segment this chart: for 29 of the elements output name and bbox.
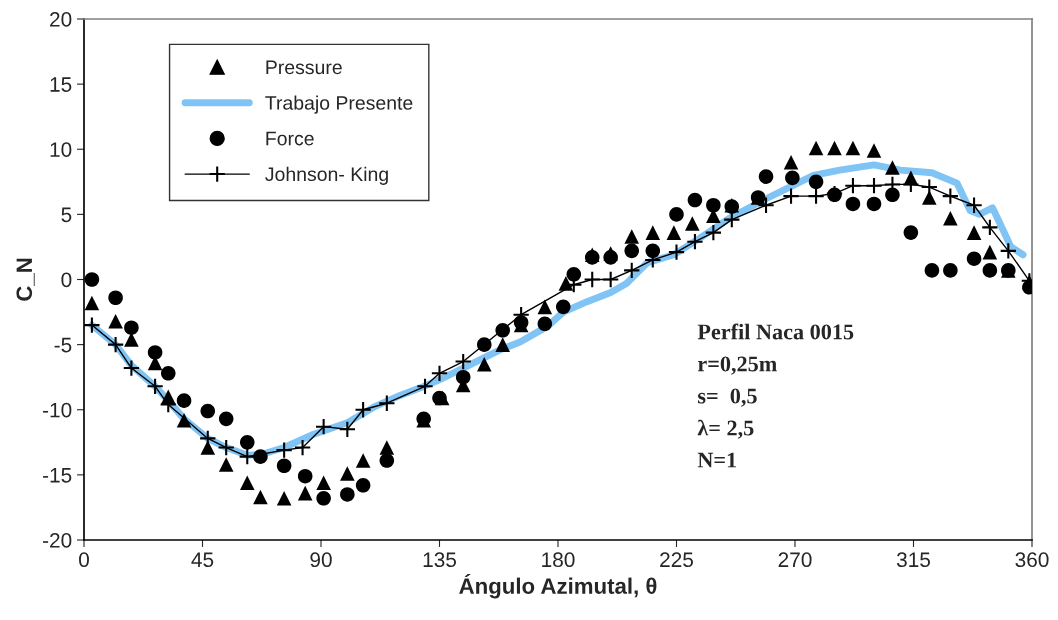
x-tick-label: 270 [778,552,812,568]
x-tick-label: 0 [79,552,89,568]
y-tick-label: 15 [50,77,72,92]
annotation: λ= 2,5 [697,419,754,439]
y-axis-title: C_N [16,258,35,301]
annotation: Perfil Naca 0015 [697,323,854,340]
y-tick-label: 5 [61,207,72,223]
y-tick-label: -10 [43,402,72,418]
legend-label: Johnson- King [265,166,388,185]
x-tick-label: 360 [1015,552,1049,568]
legend-label: Force [266,131,314,146]
y-tick-label: 10 [50,142,72,157]
legend-label: Pressure [266,60,342,75]
y-tick-label: -20 [43,533,72,548]
y-tick-label: 20 [50,12,72,27]
annotation: s= 0,5 [698,388,757,407]
annotation: N=1 [697,452,737,468]
x-tick-label: 135 [423,552,457,568]
y-tick-label: 0 [61,272,72,288]
x-tick-label: 180 [542,552,575,568]
y-tick-label: -5 [54,337,72,353]
x-tick-label: 90 [310,552,332,568]
y-tick-label: -15 [43,468,72,483]
annotation: r=0,25m [697,356,777,375]
legend-label: Trabajo Presente [265,95,413,114]
x-tick-label: 225 [660,552,694,568]
x-axis-title: Ángulo Azimutal, θ [459,574,657,599]
x-tick-label: 45 [191,552,214,568]
x-tick-label: 315 [896,552,931,568]
